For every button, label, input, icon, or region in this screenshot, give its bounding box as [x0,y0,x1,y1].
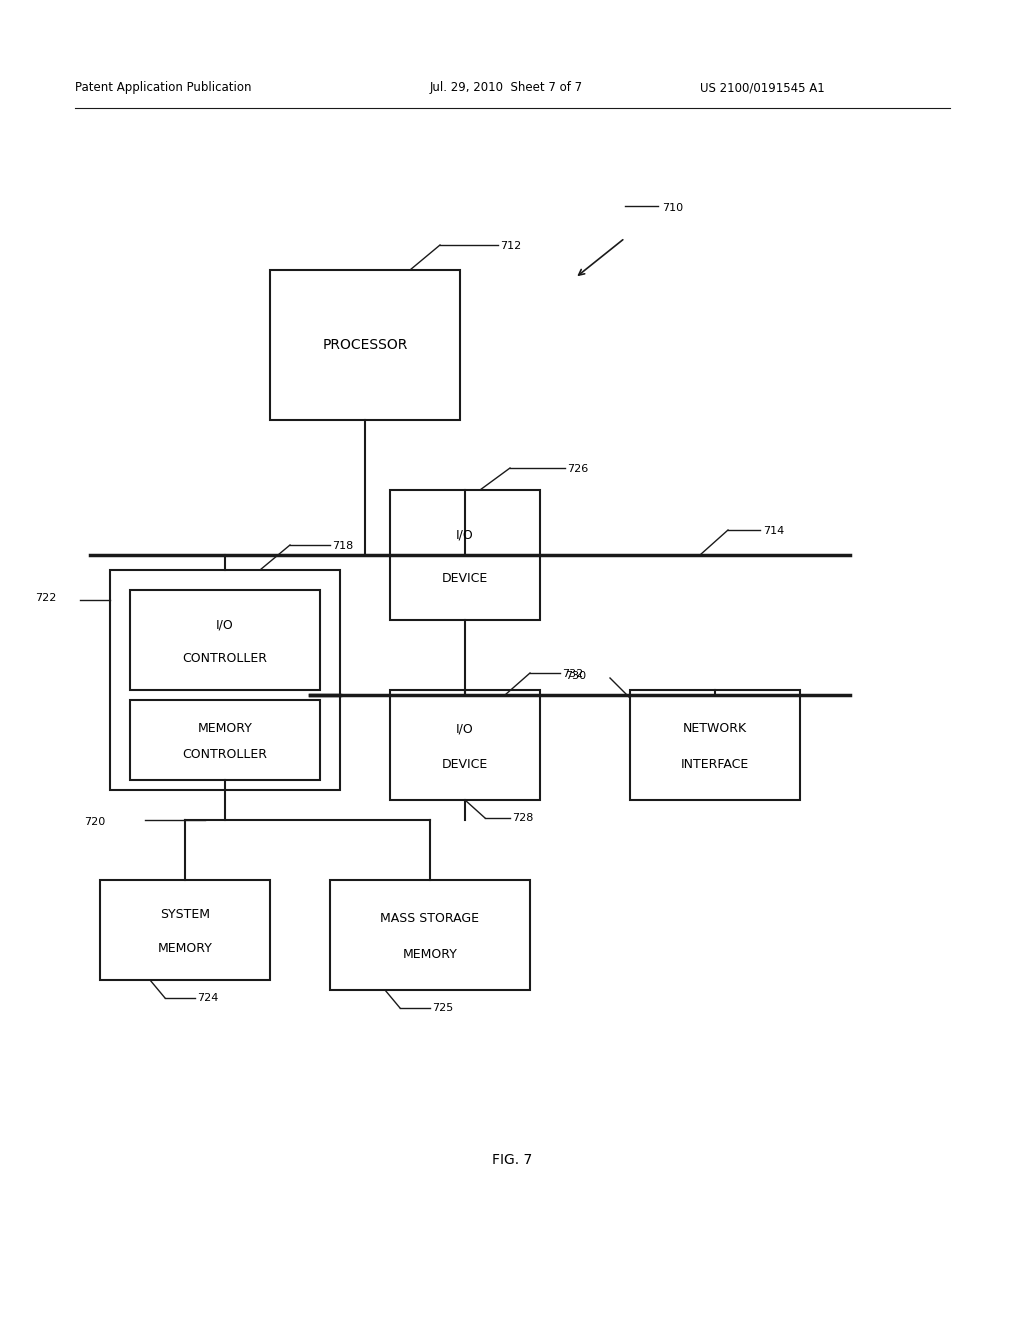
Bar [110,570,340,789]
Text: INTERFACE: INTERFACE [681,758,750,771]
Text: 718: 718 [332,541,353,550]
Text: 714: 714 [763,525,784,536]
Text: SYSTEM: SYSTEM [160,908,210,921]
Bar [330,880,530,990]
Bar [130,700,319,780]
Text: US 2100/0191545 A1: US 2100/0191545 A1 [700,82,824,95]
Text: 722: 722 [35,593,56,603]
Text: PROCESSOR: PROCESSOR [323,338,408,352]
Text: 720: 720 [84,817,105,828]
Text: 726: 726 [567,465,588,474]
Text: 724: 724 [197,993,218,1003]
Text: MASS STORAGE: MASS STORAGE [381,912,479,925]
Text: Patent Application Publication: Patent Application Publication [75,82,252,95]
Bar [100,880,270,979]
Text: 728: 728 [512,813,534,822]
Text: 730: 730 [565,671,586,681]
Text: 732: 732 [562,669,584,678]
Text: 712: 712 [500,242,521,251]
Bar [390,490,540,620]
Text: FIG. 7: FIG. 7 [492,1152,532,1167]
Bar [390,690,540,800]
Bar [130,590,319,690]
Text: CONTROLLER: CONTROLLER [182,748,267,760]
Text: NETWORK: NETWORK [683,722,748,735]
Bar [630,690,800,800]
Text: I/O: I/O [456,722,474,735]
Text: DEVICE: DEVICE [442,758,488,771]
Text: CONTROLLER: CONTROLLER [182,652,267,664]
Text: MEMORY: MEMORY [198,722,253,734]
Bar [270,271,460,420]
Text: I/O: I/O [216,619,233,631]
Text: Jul. 29, 2010  Sheet 7 of 7: Jul. 29, 2010 Sheet 7 of 7 [430,82,583,95]
Text: 725: 725 [432,1003,454,1012]
Text: MEMORY: MEMORY [402,948,458,961]
Text: MEMORY: MEMORY [158,941,212,954]
Text: DEVICE: DEVICE [442,572,488,585]
Text: I/O: I/O [456,529,474,543]
Text: 710: 710 [662,203,683,213]
